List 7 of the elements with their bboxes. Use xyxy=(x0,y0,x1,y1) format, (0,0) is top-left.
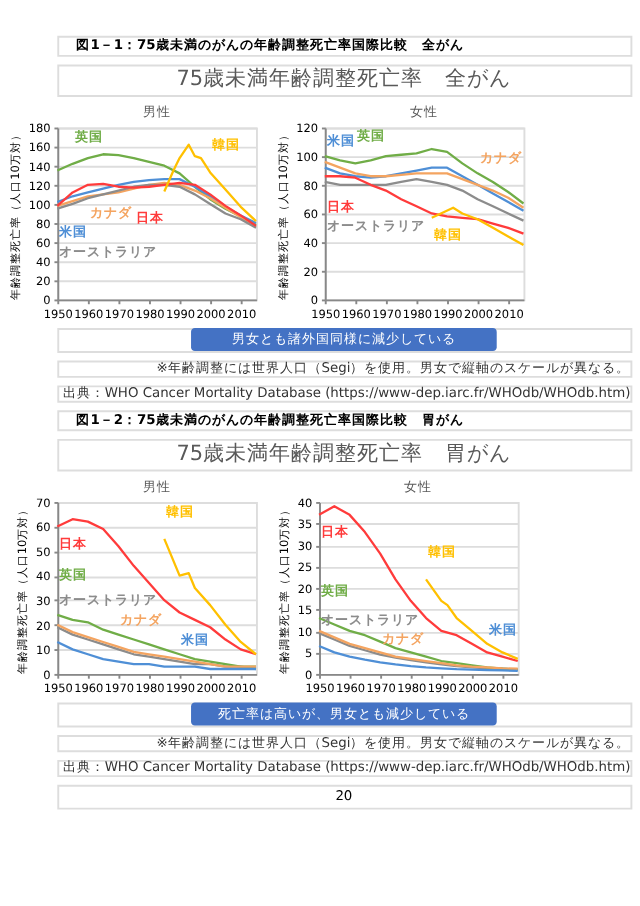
line-series xyxy=(424,578,519,661)
line-series xyxy=(317,505,519,663)
text: 75歳未満年齢調整死亡率 胃がん xyxy=(176,439,512,466)
line-series xyxy=(430,206,525,247)
text: 75歳未満年齢調整死亡率 全がん xyxy=(176,65,512,92)
line-series xyxy=(163,537,258,656)
line-series xyxy=(56,518,258,656)
